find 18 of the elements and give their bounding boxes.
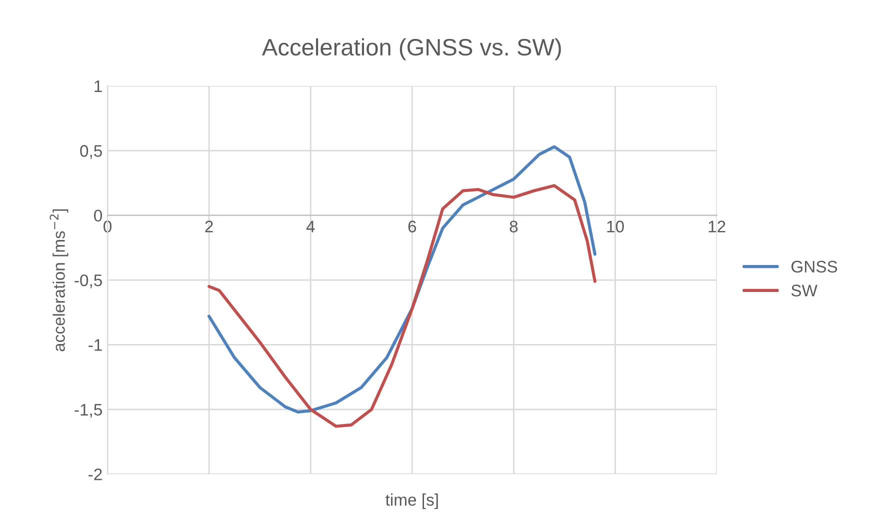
y-tick-label: 0,5 <box>80 145 102 159</box>
chart-title: Acceleration (GNSS vs. SW) <box>262 38 561 60</box>
y-tick-label: 0 <box>94 210 102 222</box>
y-tick-label: -2 <box>88 468 102 480</box>
y-axis-title: acceleration [ms$^{−2}$] <box>50 209 68 352</box>
x-tick-label: 6 <box>408 220 416 232</box>
legend-label: SW <box>791 284 818 296</box>
x-tick-label: 12 <box>708 220 726 232</box>
x-axis-title: time [s] <box>386 494 438 510</box>
x-tick-label: 2 <box>205 220 213 232</box>
y-tick-label: 1 <box>94 80 102 92</box>
legend-label: GNSS <box>791 260 838 273</box>
y-tick-label: -0,5 <box>74 274 102 288</box>
x-tick-label: 4 <box>306 220 315 232</box>
y-tick-label: -1,5 <box>74 404 102 418</box>
y-tick-label: -1 <box>88 339 102 351</box>
x-tick-label: 8 <box>510 220 518 232</box>
x-tick-label: 10 <box>607 220 624 232</box>
